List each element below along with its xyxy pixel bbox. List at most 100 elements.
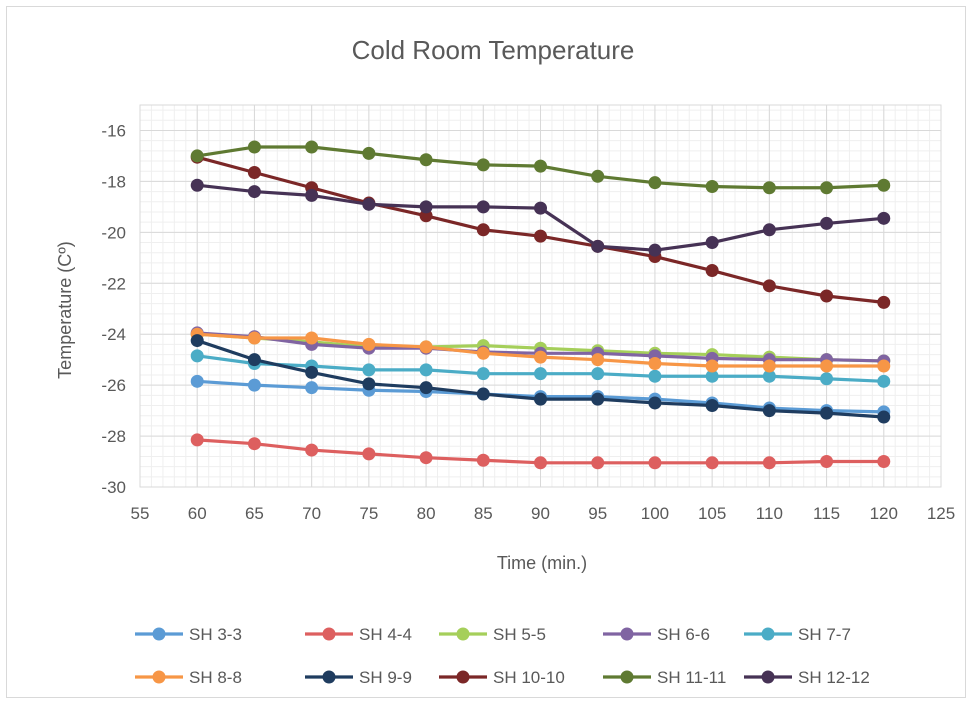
legend-swatch-marker <box>322 670 336 684</box>
x-tick-label: 120 <box>870 504 898 523</box>
data-point <box>247 165 261 179</box>
data-point <box>419 200 433 214</box>
data-point <box>362 337 376 351</box>
data-point <box>305 381 319 395</box>
data-point <box>247 378 261 392</box>
y-tick-label: -24 <box>101 325 126 344</box>
data-point <box>534 159 547 173</box>
legend-swatch-marker <box>761 670 775 684</box>
y-tick-label: -16 <box>101 121 126 140</box>
y-tick-label: -20 <box>101 223 126 242</box>
legend-label: SH 7-7 <box>798 625 851 644</box>
data-point <box>476 453 490 467</box>
data-point <box>877 374 891 388</box>
data-point <box>762 223 776 237</box>
data-point <box>190 149 204 163</box>
x-axis-ticks: 55 60 65 70 75 80 85 90 95 100 105 110 115 120 125 <box>131 504 956 523</box>
line-chart: Cold Room Temperature 55 60 65 70 75 80 85 90 95… <box>55 35 956 687</box>
data-point <box>762 456 776 470</box>
data-point <box>534 201 547 215</box>
legend-label: SH 6-6 <box>657 625 710 644</box>
x-tick-label: 105 <box>698 504 726 523</box>
data-point <box>877 359 891 373</box>
y-tick-label: -22 <box>101 274 126 293</box>
data-point <box>648 356 662 370</box>
data-point <box>648 369 662 383</box>
data-point <box>648 243 662 257</box>
data-point <box>476 223 490 237</box>
data-point <box>877 455 891 469</box>
legend-item: SH 3-3 <box>135 625 242 644</box>
y-axis-title: Temperature (Cº) <box>55 241 75 379</box>
x-tick-label: 65 <box>245 504 264 523</box>
data-point <box>419 340 433 354</box>
legend: SH 3-3 SH 4-4 SH 5-5 SH 6-6 SH 7-7 SH 8-8 SH 9… <box>135 625 870 687</box>
legend-swatch-marker <box>620 670 634 684</box>
x-tick-label: 60 <box>188 504 207 523</box>
x-tick-label: 55 <box>131 504 150 523</box>
data-point <box>705 456 719 470</box>
legend-item: SH 11-11 <box>603 668 726 687</box>
y-tick-label: -18 <box>101 172 126 191</box>
data-point <box>476 200 490 214</box>
data-point <box>534 350 547 364</box>
y-axis-ticks: -30 -28 -26 -24 -22 -20 -18 -16 <box>101 121 126 497</box>
data-point <box>820 372 834 386</box>
data-point <box>247 331 261 345</box>
legend-label: SH 8-8 <box>189 668 242 687</box>
data-point <box>534 392 547 406</box>
legend-swatch-marker <box>456 627 470 641</box>
legend-swatch-marker <box>152 670 166 684</box>
x-tick-label: 95 <box>588 504 607 523</box>
x-tick-label: 110 <box>756 504 783 523</box>
data-point <box>534 229 547 243</box>
data-point <box>591 456 605 470</box>
data-point <box>190 349 204 363</box>
data-point <box>476 346 490 360</box>
chart-title: Cold Room Temperature <box>352 35 635 65</box>
legend-swatch-marker <box>761 627 775 641</box>
data-point <box>820 289 834 303</box>
data-point <box>705 264 719 278</box>
x-tick-label: 115 <box>813 504 840 523</box>
series-sh-12-12 <box>190 178 891 257</box>
legend-swatch-marker <box>620 627 634 641</box>
data-point <box>305 140 319 154</box>
legend-item: SH 10-10 <box>439 668 565 687</box>
data-point <box>705 236 719 250</box>
data-point <box>762 181 776 195</box>
series-sh-4-4 <box>190 433 891 470</box>
legend-item: SH 7-7 <box>744 625 851 644</box>
data-point <box>820 406 834 420</box>
data-point <box>362 447 376 461</box>
legend-label: SH 12-12 <box>798 668 870 687</box>
data-point <box>476 387 490 401</box>
data-point <box>877 410 891 424</box>
data-point <box>362 363 376 377</box>
data-point <box>591 367 605 381</box>
data-point <box>762 369 776 383</box>
x-axis-title: Time (min.) <box>497 553 587 573</box>
series-sh-11-11 <box>190 140 891 195</box>
data-point <box>705 399 719 413</box>
data-point <box>591 169 605 183</box>
data-point <box>476 158 490 172</box>
data-point <box>419 451 433 465</box>
data-point <box>362 146 376 160</box>
data-point <box>305 443 319 457</box>
plot-area-border <box>139 104 942 488</box>
data-point <box>419 381 433 395</box>
data-point <box>305 365 319 379</box>
x-tick-label: 90 <box>531 504 550 523</box>
data-point <box>762 359 776 373</box>
data-point <box>247 140 261 154</box>
data-point <box>247 437 261 451</box>
x-tick-label: 75 <box>359 504 378 523</box>
legend-item: SH 6-6 <box>603 625 710 644</box>
x-tick-label: 125 <box>927 504 955 523</box>
y-tick-label: -30 <box>101 478 126 497</box>
data-point <box>305 188 319 202</box>
data-point <box>648 456 662 470</box>
data-point <box>820 216 834 230</box>
data-point <box>305 331 319 345</box>
